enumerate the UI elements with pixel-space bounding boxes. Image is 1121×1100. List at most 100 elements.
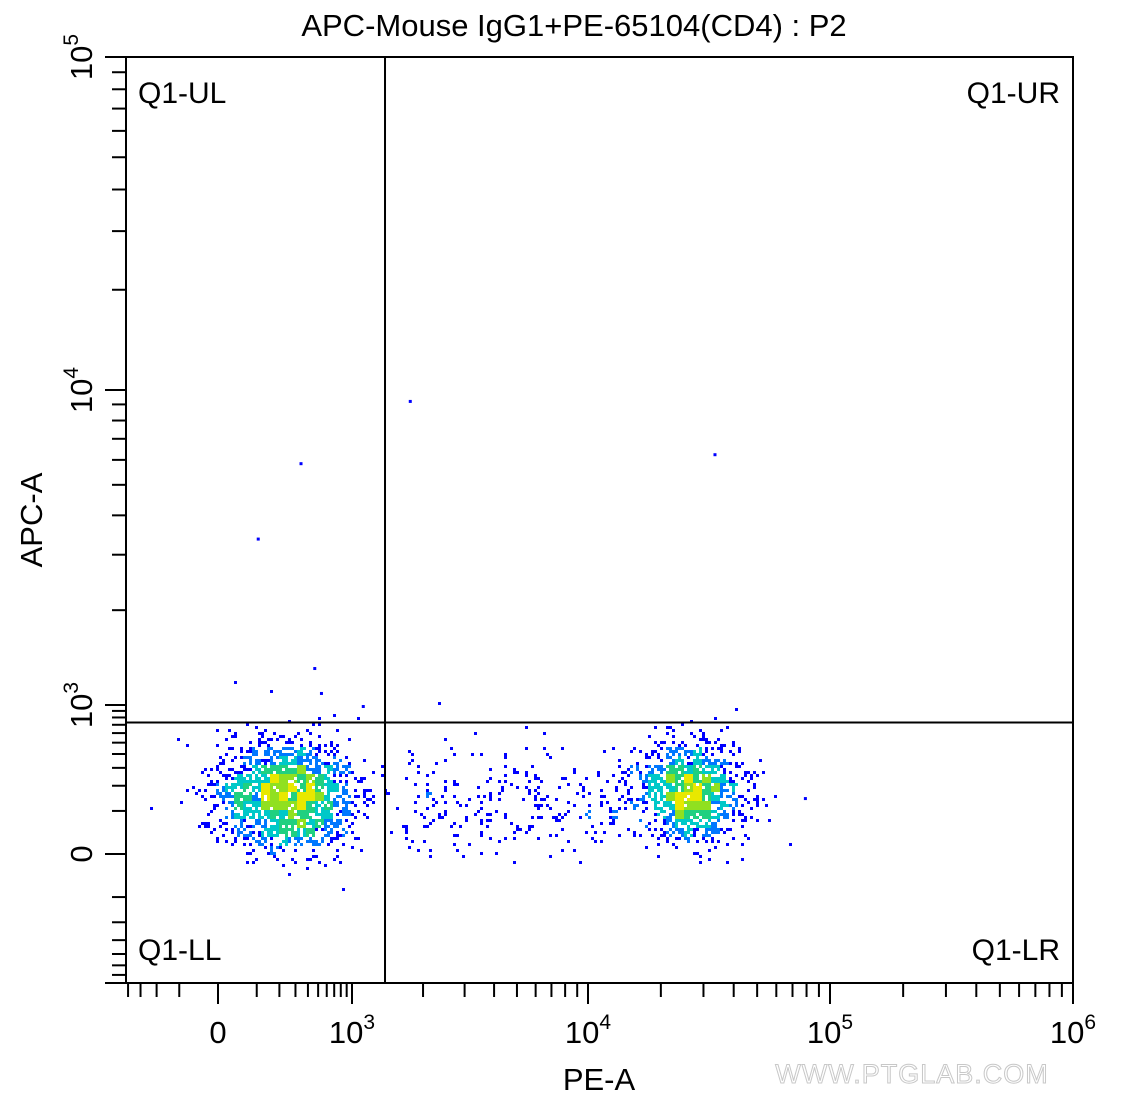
- event-dot: [660, 789, 663, 792]
- event-dot: [267, 816, 270, 819]
- event-dot: [318, 783, 321, 786]
- event-dot: [258, 822, 261, 825]
- outlier-event-dot: [299, 462, 303, 466]
- event-dot: [642, 798, 645, 801]
- event-dot: [387, 792, 390, 795]
- event-dot: [354, 789, 357, 792]
- event-dot: [735, 801, 738, 804]
- event-dot: [693, 813, 696, 816]
- event-dot: [633, 834, 636, 837]
- event-dot: [765, 804, 768, 807]
- event-dot: [522, 798, 525, 801]
- event-dot: [279, 777, 282, 780]
- event-dot: [666, 840, 669, 843]
- event-dot: [672, 765, 675, 768]
- event-dot: [261, 825, 264, 828]
- event-dot: [669, 786, 672, 789]
- event-dot: [249, 801, 252, 804]
- event-dot: [405, 828, 408, 831]
- event-dot: [330, 744, 333, 747]
- event-dot: [327, 810, 330, 813]
- event-dot: [237, 798, 240, 801]
- event-dot: [270, 765, 273, 768]
- event-dot: [699, 861, 702, 864]
- event-dot: [654, 795, 657, 798]
- event-dot: [732, 741, 735, 744]
- event-dot: [753, 783, 756, 786]
- event-dot: [693, 735, 696, 738]
- event-dot: [675, 768, 678, 771]
- event-dot: [225, 816, 228, 819]
- event-dot: [681, 798, 684, 801]
- event-dot: [306, 729, 309, 732]
- event-dot: [264, 837, 267, 840]
- y-tick-label: 105: [60, 34, 99, 80]
- event-dot: [354, 795, 357, 798]
- x-tick-exponent: 6: [1084, 1011, 1096, 1034]
- event-dot: [288, 813, 291, 816]
- event-dot: [699, 810, 702, 813]
- event-dot: [453, 780, 456, 783]
- event-dot: [504, 813, 507, 816]
- event-dot: [408, 846, 411, 849]
- event-dot: [657, 744, 660, 747]
- event-dot: [513, 771, 516, 774]
- event-dot: [285, 792, 288, 795]
- event-dot: [555, 819, 558, 822]
- event-dot: [675, 774, 678, 777]
- event-dot: [318, 777, 321, 780]
- event-dot: [702, 762, 705, 765]
- event-dot: [306, 756, 309, 759]
- event-dot: [306, 783, 309, 786]
- event-dot: [708, 774, 711, 777]
- event-dot: [381, 774, 384, 777]
- event-dot: [747, 789, 750, 792]
- event-dot: [720, 795, 723, 798]
- event-dot: [660, 771, 663, 774]
- event-dot: [678, 804, 681, 807]
- event-dot: [288, 816, 291, 819]
- event-dot: [282, 771, 285, 774]
- event-dot: [324, 828, 327, 831]
- event-dot: [294, 768, 297, 771]
- event-dot: [732, 753, 735, 756]
- event-dot: [705, 813, 708, 816]
- event-dot: [255, 768, 258, 771]
- event-dot: [648, 786, 651, 789]
- event-dot: [633, 804, 636, 807]
- event-dot: [432, 798, 435, 801]
- event-dot: [285, 774, 288, 777]
- event-dot: [486, 825, 489, 828]
- event-dot: [681, 807, 684, 810]
- event-dot: [294, 822, 297, 825]
- event-dot: [558, 813, 561, 816]
- event-dot: [684, 744, 687, 747]
- event-dot: [282, 828, 285, 831]
- event-dot: [690, 798, 693, 801]
- event-dot: [546, 795, 549, 798]
- event-dot: [318, 789, 321, 792]
- event-dot: [684, 807, 687, 810]
- event-dot: [285, 780, 288, 783]
- event-dot: [672, 774, 675, 777]
- event-dot: [549, 855, 552, 858]
- event-dot: [255, 801, 258, 804]
- event-dot: [690, 807, 693, 810]
- event-dot: [276, 750, 279, 753]
- event-dot: [414, 810, 417, 813]
- event-dot: [657, 813, 660, 816]
- event-dot: [705, 840, 708, 843]
- event-dot: [663, 819, 666, 822]
- event-dot: [309, 819, 312, 822]
- event-dot: [405, 831, 408, 834]
- event-dot: [339, 774, 342, 777]
- event-dot: [651, 789, 654, 792]
- event-dot: [318, 861, 321, 864]
- event-dot: [675, 837, 678, 840]
- event-dot: [324, 750, 327, 753]
- event-dot: [204, 822, 207, 825]
- event-dot: [273, 828, 276, 831]
- event-dot: [324, 798, 327, 801]
- event-dot: [327, 843, 330, 846]
- event-dot: [732, 786, 735, 789]
